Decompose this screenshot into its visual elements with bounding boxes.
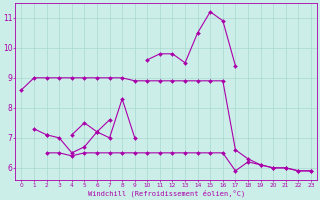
X-axis label: Windchill (Refroidissement éolien,°C): Windchill (Refroidissement éolien,°C) xyxy=(88,190,245,197)
